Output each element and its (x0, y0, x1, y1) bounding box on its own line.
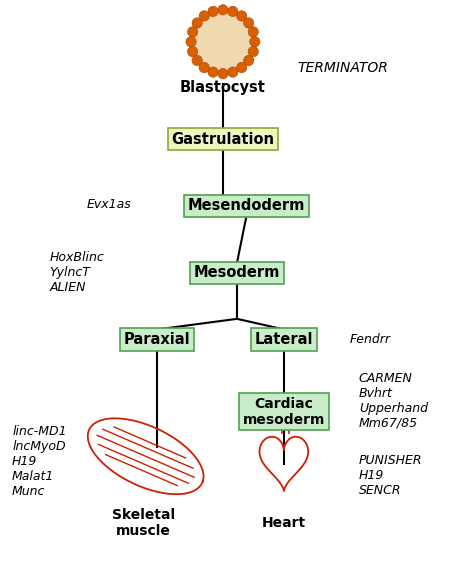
Text: Paraxial: Paraxial (124, 332, 191, 347)
Ellipse shape (192, 55, 202, 66)
Text: Gastrulation: Gastrulation (172, 132, 274, 147)
Ellipse shape (250, 37, 260, 47)
Text: Mesoderm: Mesoderm (194, 265, 280, 280)
Text: Evx1as: Evx1as (87, 198, 132, 211)
Ellipse shape (237, 11, 247, 21)
Ellipse shape (190, 9, 256, 75)
Ellipse shape (188, 27, 198, 37)
Text: TERMINATOR: TERMINATOR (298, 61, 389, 75)
Ellipse shape (248, 47, 258, 57)
Text: Fendrr: Fendrr (349, 333, 391, 346)
Text: Lateral: Lateral (255, 332, 313, 347)
Ellipse shape (228, 67, 238, 77)
Ellipse shape (199, 62, 210, 72)
Ellipse shape (237, 62, 247, 72)
Ellipse shape (188, 47, 198, 57)
Text: PUNISHER
H19
SENCR: PUNISHER H19 SENCR (359, 454, 422, 497)
Ellipse shape (248, 27, 258, 37)
Ellipse shape (218, 69, 228, 79)
Text: HoxBlinc
YylncT
ALIEN: HoxBlinc YylncT ALIEN (50, 251, 104, 294)
Ellipse shape (192, 18, 202, 28)
Ellipse shape (208, 6, 218, 16)
Ellipse shape (218, 4, 228, 15)
Ellipse shape (199, 11, 210, 21)
Text: linc-MD1
lncMyoD
H19
Malat1
Munc: linc-MD1 lncMyoD H19 Malat1 Munc (12, 425, 67, 498)
Ellipse shape (244, 55, 254, 66)
Text: Mesendoderm: Mesendoderm (188, 198, 305, 214)
Text: Skeletal
muscle: Skeletal muscle (112, 508, 175, 538)
Text: CARMEN
Bvhrt
Upperhand
Mm67/85: CARMEN Bvhrt Upperhand Mm67/85 (359, 371, 428, 429)
Ellipse shape (228, 6, 238, 16)
Text: Blastocyst: Blastocyst (180, 80, 266, 94)
Text: Cardiac
mesoderm: Cardiac mesoderm (243, 397, 325, 427)
Ellipse shape (208, 67, 218, 77)
Text: Heart: Heart (262, 516, 306, 530)
Ellipse shape (244, 18, 254, 28)
Ellipse shape (186, 37, 196, 47)
